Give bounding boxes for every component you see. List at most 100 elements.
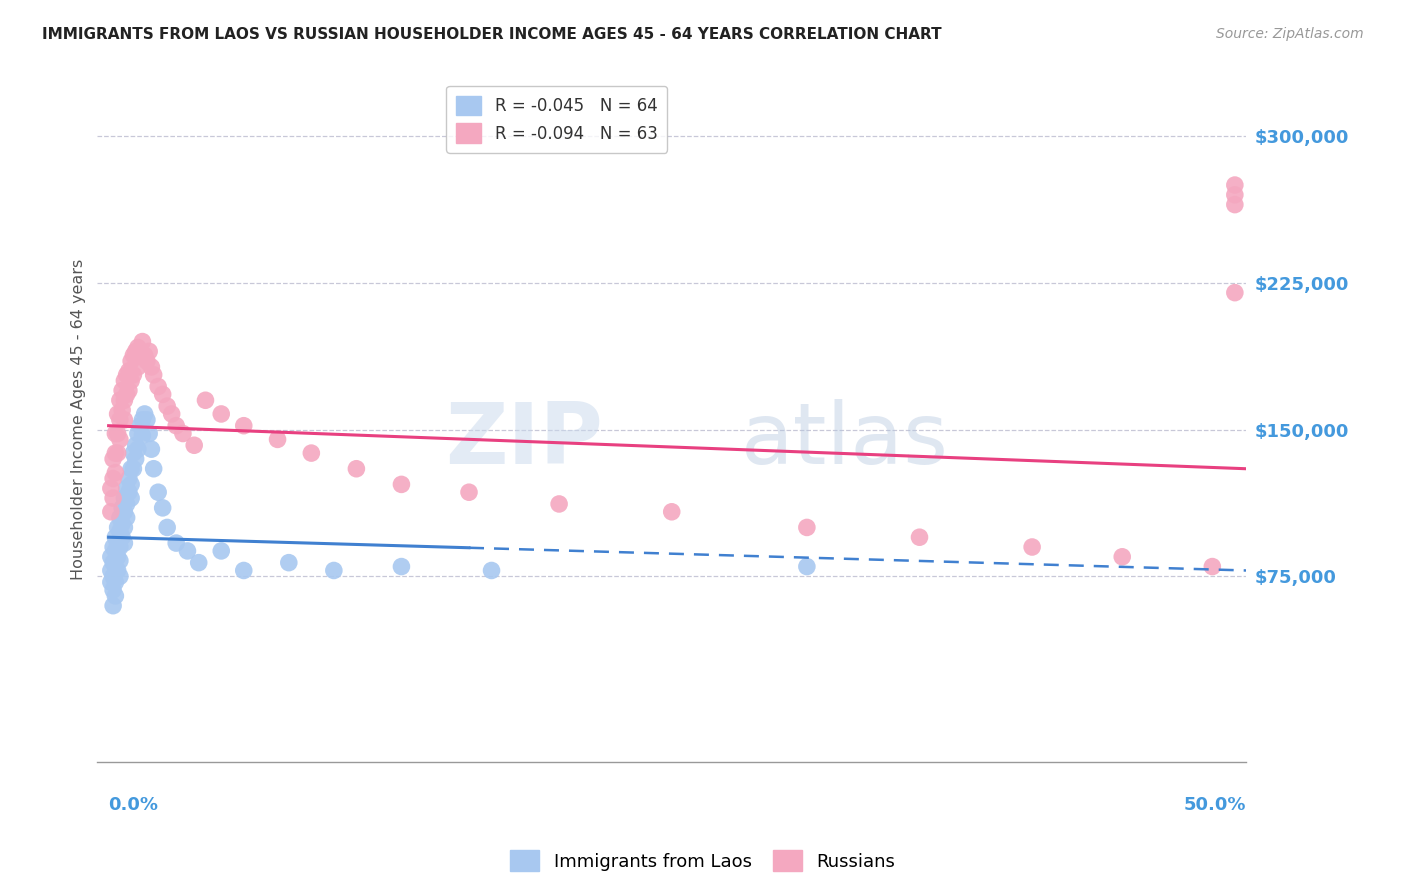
Point	[120, 461, 142, 475]
Legend: R = -0.045   N = 64, R = -0.094   N = 63: R = -0.045 N = 64, R = -0.094 N = 63	[446, 86, 668, 153]
Point	[101, 599, 124, 613]
Point	[156, 520, 179, 534]
Point	[120, 354, 142, 368]
Point	[1223, 187, 1246, 202]
Point	[107, 549, 129, 564]
Point	[115, 387, 138, 401]
Point	[138, 344, 160, 359]
Text: Source: ZipAtlas.com: Source: ZipAtlas.com	[1216, 27, 1364, 41]
Point	[127, 426, 149, 441]
Point	[104, 559, 127, 574]
Point	[111, 530, 134, 544]
Point	[118, 384, 141, 398]
Point	[108, 433, 131, 447]
Point	[458, 485, 481, 500]
Point	[118, 364, 141, 378]
Text: IMMIGRANTS FROM LAOS VS RUSSIAN HOUSEHOLDER INCOME AGES 45 - 64 YEARS CORRELATIO: IMMIGRANTS FROM LAOS VS RUSSIAN HOUSEHOL…	[42, 27, 942, 42]
Point	[112, 491, 135, 505]
Point	[104, 446, 127, 460]
Point	[115, 481, 138, 495]
Point	[101, 569, 124, 583]
Point	[101, 540, 124, 554]
Point	[135, 413, 157, 427]
Point	[112, 520, 135, 534]
Text: 0.0%: 0.0%	[108, 797, 159, 814]
Point	[104, 575, 127, 590]
Point	[115, 368, 138, 382]
Point	[101, 491, 124, 505]
Point	[108, 554, 131, 568]
Point	[122, 368, 145, 382]
Point	[120, 374, 142, 388]
Point	[111, 403, 134, 417]
Point	[160, 407, 183, 421]
Point	[104, 530, 127, 544]
Point	[141, 442, 163, 457]
Point	[176, 544, 198, 558]
Point	[266, 433, 288, 447]
Point	[107, 520, 129, 534]
Point	[101, 471, 124, 485]
Point	[142, 461, 165, 475]
Point	[1021, 540, 1043, 554]
Point	[111, 500, 134, 515]
Point	[115, 497, 138, 511]
Point	[108, 413, 131, 427]
Point	[131, 334, 153, 349]
Point	[661, 505, 683, 519]
Point	[112, 393, 135, 408]
Point	[481, 564, 503, 578]
Point	[1201, 559, 1223, 574]
Point	[277, 556, 299, 570]
Point	[209, 407, 232, 421]
Point	[122, 348, 145, 362]
Point	[107, 446, 129, 460]
Point	[108, 393, 131, 408]
Point	[104, 589, 127, 603]
Point	[122, 446, 145, 460]
Point	[124, 344, 146, 359]
Point	[107, 426, 129, 441]
Point	[152, 500, 174, 515]
Point	[104, 544, 127, 558]
Point	[124, 452, 146, 467]
Point	[107, 407, 129, 421]
Point	[131, 428, 153, 442]
Point	[344, 461, 367, 475]
Point	[107, 536, 129, 550]
Point	[134, 407, 156, 421]
Point	[108, 524, 131, 539]
Point	[124, 438, 146, 452]
Point	[104, 466, 127, 480]
Point	[118, 485, 141, 500]
Point	[100, 481, 122, 495]
Point	[127, 341, 149, 355]
Point	[127, 442, 149, 457]
Point	[111, 384, 134, 398]
Point	[100, 575, 122, 590]
Point	[187, 556, 209, 570]
Point	[172, 426, 194, 441]
Point	[796, 559, 818, 574]
Point	[108, 540, 131, 554]
Point	[108, 510, 131, 524]
Point	[108, 569, 131, 583]
Point	[1223, 178, 1246, 192]
Point	[115, 510, 138, 524]
Point	[391, 477, 413, 491]
Y-axis label: Householder Income Ages 45 - 64 years: Householder Income Ages 45 - 64 years	[72, 260, 86, 581]
Point	[1223, 197, 1246, 211]
Point	[101, 582, 124, 597]
Point	[129, 418, 152, 433]
Legend: Immigrants from Laos, Russians: Immigrants from Laos, Russians	[503, 843, 903, 879]
Point	[209, 544, 232, 558]
Point	[100, 564, 122, 578]
Point	[322, 564, 344, 578]
Point	[194, 393, 217, 408]
Point	[120, 477, 142, 491]
Point	[183, 438, 205, 452]
Point	[1223, 285, 1246, 300]
Point	[112, 536, 135, 550]
Point	[118, 471, 141, 485]
Point	[152, 387, 174, 401]
